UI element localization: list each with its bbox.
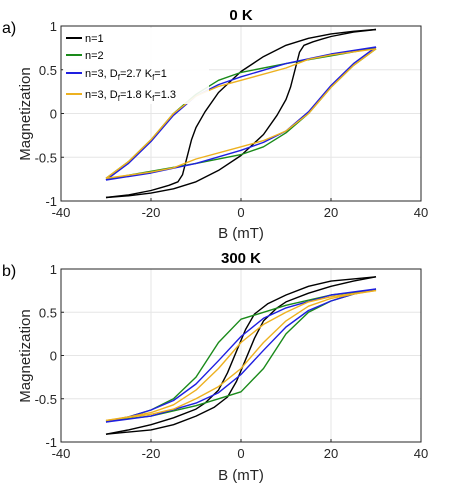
x-tick-label: 0 <box>237 446 244 461</box>
series-line-1-ascending <box>105 28 377 199</box>
panel-b-series <box>105 276 377 435</box>
y-tick-label: -0.5 <box>35 392 57 407</box>
x-tick-label: 20 <box>324 446 338 461</box>
panel-b-xlabel: B (mT) <box>218 467 264 484</box>
panel-a-axes-box <box>60 25 422 202</box>
series-line-1-ascending <box>105 276 377 435</box>
y-tick-label: 0.5 <box>39 305 57 320</box>
legend-label: n=3, Df=1.8 Kf=1.3 <box>85 89 176 103</box>
panel-b: b) 300 K -40 -20 0 20 40 -1 -0.5 0 0.5 1 B (mT) M… <box>2 250 428 484</box>
panel-a-ylabel: Magnetization <box>17 67 34 160</box>
panel-b-title: 300 K <box>221 250 261 267</box>
legend-item-n2: n=2 <box>66 50 104 62</box>
y-tick-label: 0 <box>50 107 57 122</box>
x-tick-label: 40 <box>414 205 428 220</box>
x-tick-label: -40 <box>52 205 71 220</box>
y-tick-label: 1 <box>50 262 57 277</box>
legend-label: n=3, Df=2.7 Kf=1 <box>85 68 167 82</box>
panel-a-label: a) <box>2 20 16 37</box>
series-line-4-ascending <box>105 289 377 422</box>
y-tick-label: -1 <box>45 194 57 209</box>
legend-label: n=2 <box>85 50 104 62</box>
panel-b-label: b) <box>2 263 16 280</box>
legend-item-n3-b: n=3, Df=1.8 Kf=1.3 <box>66 89 176 103</box>
legend-item-n1: n=1 <box>66 33 104 45</box>
panel-b-ticks: -40 -20 0 20 40 -1 -0.5 0 0.5 1 <box>35 262 429 461</box>
legend: n=1 n=2 n=3, Df=2.7 Kf=1 n=3, Df=1.8 Kf=… <box>63 28 209 104</box>
series-line-4-descending <box>105 289 377 422</box>
y-tick-label: 0.5 <box>39 63 57 78</box>
legend-label: n=1 <box>85 33 104 45</box>
series-line-4-descending <box>105 48 377 179</box>
panel-a-title: 0 K <box>229 7 253 24</box>
panel-a-xlabel: B (mT) <box>218 225 264 242</box>
series-line-1-descending <box>105 276 377 435</box>
x-tick-label: 40 <box>414 446 428 461</box>
panel-b-grid <box>60 268 422 443</box>
panel-b-axes-box <box>60 268 422 443</box>
panel-a-series <box>105 28 377 199</box>
legend-box <box>63 28 209 104</box>
panel-b-ylabel: Magnetization <box>17 309 34 402</box>
x-tick-label: -40 <box>52 446 71 461</box>
y-tick-label: -0.5 <box>35 150 57 165</box>
y-tick-label: -1 <box>45 435 57 450</box>
y-tick-label: 1 <box>50 19 57 34</box>
series-line-3-ascending <box>105 288 377 423</box>
series-line-4-ascending <box>105 48 377 179</box>
series-line-1-descending <box>105 28 377 199</box>
series-line-3-descending <box>105 288 377 423</box>
legend-item-n3-a: n=3, Df=2.7 Kf=1 <box>66 68 167 82</box>
panel-a: a) 0 K -40 -20 0 20 40 -1 -0.5 0 0.5 1 B (mT) Mag… <box>2 7 428 242</box>
x-tick-label: -20 <box>142 446 161 461</box>
y-tick-label: 0 <box>50 349 57 364</box>
x-tick-label: 0 <box>237 205 244 220</box>
x-tick-label: 20 <box>324 205 338 220</box>
x-tick-label: -20 <box>142 205 161 220</box>
